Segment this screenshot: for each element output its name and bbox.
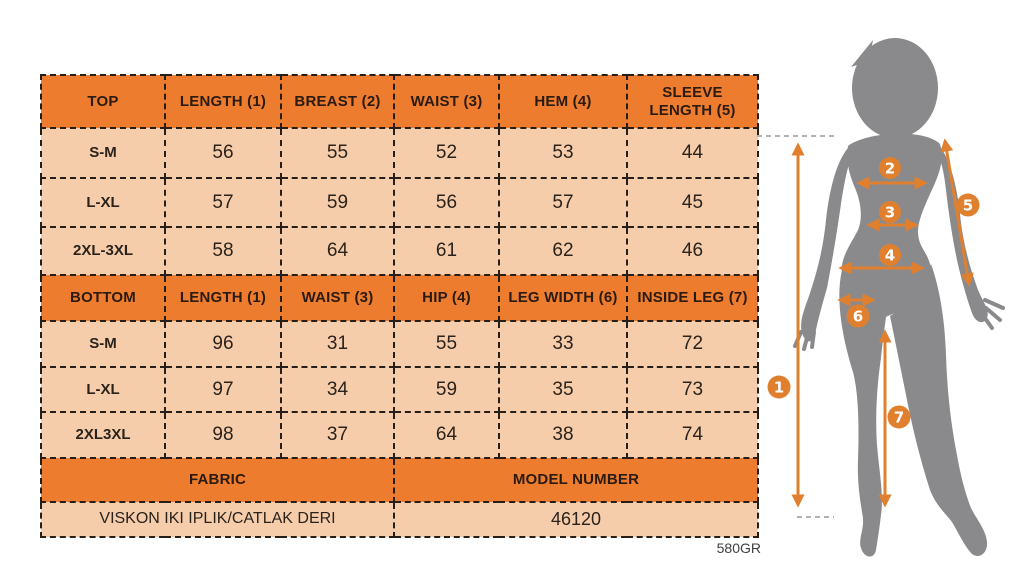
- header-cell-waist: WAIST (3): [280, 274, 395, 322]
- weight-note: 580GR: [716, 540, 761, 556]
- value-cell: 53: [498, 127, 628, 179]
- footer-header-row: FABRIC MODEL NUMBER: [40, 457, 759, 503]
- measure-marker-6: 6: [846, 304, 870, 328]
- table-row: L-XL 57 59 56 57 45: [40, 177, 759, 228]
- header-cell-hip: HIP (4): [393, 274, 500, 322]
- marker-circle-3: [879, 201, 901, 223]
- value-cell: 73: [626, 366, 759, 413]
- top-header-row: TOP LENGTH (1) BREAST (2) WAIST (3) HEM …: [40, 74, 759, 129]
- table-row: L-XL 97 34 59 35 73: [40, 366, 759, 413]
- value-cell: 61: [393, 226, 500, 276]
- female-silhouette: [793, 38, 1005, 557]
- table-row: 2XL-3XL 58 64 61 62 46: [40, 226, 759, 276]
- footer-value-row: VISKON IKI IPLIK/CATLAK DERI 46120: [40, 501, 759, 538]
- value-cell: 35: [498, 366, 628, 413]
- measure-marker-4: 4: [879, 244, 901, 266]
- value-cell: 72: [626, 320, 759, 368]
- size-cell: L-XL: [40, 177, 166, 228]
- marker-circle-2: [879, 157, 901, 179]
- silhouette-head: [852, 38, 938, 138]
- value-cell: 57: [498, 177, 628, 228]
- size-table: TOP LENGTH (1) BREAST (2) WAIST (3) HEM …: [40, 74, 759, 538]
- header-cell-hem: HEM (4): [498, 74, 628, 129]
- marker-circle-4: [879, 244, 901, 266]
- size-cell: 2XL-3XL: [40, 226, 166, 276]
- value-cell: 31: [280, 320, 395, 368]
- value-cell: 46: [626, 226, 759, 276]
- header-cell-leg-width: LEG WIDTH (6): [498, 274, 628, 322]
- measure-marker-2: 2: [879, 157, 901, 179]
- measure-marker-3: 3: [879, 201, 901, 223]
- silhouette-left-arm: [801, 148, 853, 342]
- header-cell-sleeve-length: SLEEVE LENGTH (5): [626, 74, 759, 129]
- bottom-header-row: BOTTOM LENGTH (1) WAIST (3) HIP (4) LEG …: [40, 274, 759, 322]
- value-cell: 64: [280, 226, 395, 276]
- silhouette-left-leg: [839, 270, 888, 557]
- header-cell-fabric: FABRIC: [40, 457, 395, 503]
- table-row: S-M 96 31 55 33 72: [40, 320, 759, 368]
- value-cell: 55: [393, 320, 500, 368]
- measure-marker-7: 7: [887, 405, 911, 429]
- value-cell: 44: [626, 127, 759, 179]
- value-cell: 59: [393, 366, 500, 413]
- value-cell: 62: [498, 226, 628, 276]
- silhouette-right-leg: [890, 264, 988, 556]
- header-cell-length: LENGTH (1): [164, 74, 282, 129]
- header-cell-model-number: MODEL NUMBER: [393, 457, 759, 503]
- value-cell: 45: [626, 177, 759, 228]
- measure-marker-1: 1: [767, 375, 791, 399]
- value-cell: 55: [280, 127, 395, 179]
- value-cell: 96: [164, 320, 282, 368]
- marker-number-5: 5: [963, 197, 973, 215]
- table-row: 2XL3XL 98 37 64 38 74: [40, 411, 759, 459]
- measure-arrow-5: [940, 138, 974, 287]
- size-cell: L-XL: [40, 366, 166, 413]
- marker-circle-5: [956, 193, 980, 217]
- header-cell-top: TOP: [40, 74, 166, 129]
- header-cell-inside-leg: INSIDE LEG (7): [626, 274, 759, 322]
- marker-number-6: 6: [853, 308, 863, 326]
- value-cell: 57: [164, 177, 282, 228]
- table-row: S-M 56 55 52 53 44: [40, 127, 759, 179]
- measure-marker-5: 5: [956, 193, 980, 217]
- size-cell: S-M: [40, 320, 166, 368]
- silhouette-right-hand-fingers: [980, 298, 1005, 330]
- value-cell: 33: [498, 320, 628, 368]
- value-cell: 38: [498, 411, 628, 459]
- marker-number-7: 7: [894, 409, 904, 427]
- marker-circle-6: [846, 304, 870, 328]
- silhouette-hair-flick: [851, 40, 873, 67]
- size-cell: S-M: [40, 127, 166, 179]
- value-cell: 74: [626, 411, 759, 459]
- measurement-figure: 1 2 3 4 5 6 7: [757, 38, 1005, 557]
- marker-circle-7: [887, 405, 911, 429]
- value-cell: 34: [280, 366, 395, 413]
- marker-circle-1: [767, 375, 791, 399]
- value-cell: 56: [164, 127, 282, 179]
- value-cell: 97: [164, 366, 282, 413]
- size-cell: 2XL3XL: [40, 411, 166, 459]
- model-number-value: 46120: [393, 501, 759, 538]
- value-cell: 37: [280, 411, 395, 459]
- marker-number-1: 1: [774, 379, 784, 397]
- marker-number-2: 2: [885, 160, 895, 178]
- header-cell-bottom: BOTTOM: [40, 274, 166, 322]
- header-cell-length: LENGTH (1): [164, 274, 282, 322]
- value-cell: 64: [393, 411, 500, 459]
- header-cell-waist: WAIST (3): [393, 74, 500, 129]
- value-cell: 58: [164, 226, 282, 276]
- value-cell: 56: [393, 177, 500, 228]
- marker-number-4: 4: [885, 247, 895, 265]
- marker-number-3: 3: [885, 204, 895, 222]
- value-cell: 52: [393, 127, 500, 179]
- value-cell: 59: [280, 177, 395, 228]
- fabric-value: VISKON IKI IPLIK/CATLAK DERI: [40, 501, 395, 538]
- header-cell-breast: BREAST (2): [280, 74, 395, 129]
- value-cell: 98: [164, 411, 282, 459]
